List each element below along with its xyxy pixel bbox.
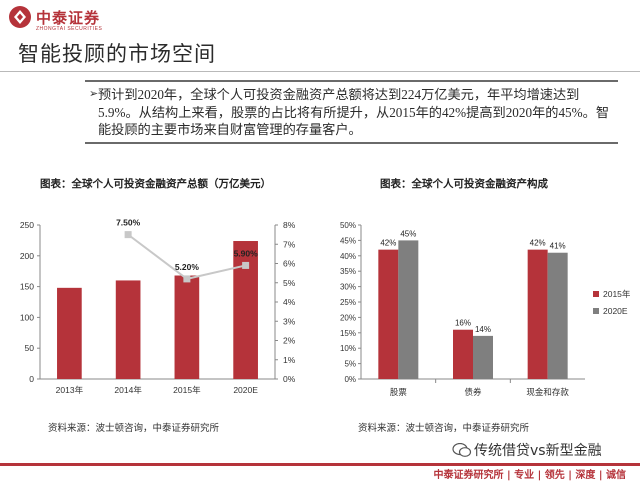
bar-value-label: 16% [455, 319, 471, 328]
bar-2015年-0 [378, 249, 399, 379]
y-tick-label: 0 [29, 374, 34, 384]
bar-2015年-2 [527, 249, 548, 379]
bar-3 [233, 241, 258, 379]
growth-label: 7.50% [116, 218, 141, 228]
y2-tick-label: 4% [283, 297, 296, 307]
bullet-arrow-icon: ➢ [89, 87, 99, 100]
y2-tick-label: 3% [283, 316, 296, 326]
y-tick-label: 40% [340, 252, 356, 261]
x-tick-label: 股票 [390, 387, 408, 397]
y-tick-label: 100 [20, 312, 34, 322]
growth-point-3 [242, 261, 250, 269]
logo-english-name: ZHONGTAI SECURITIES [36, 26, 103, 32]
asset-composition-chart: 0% 5% 10% 15% 20% 25% 30% 35% 40% 45% 50% 42% 45% 股票 1… [340, 221, 631, 397]
legend-label-0: 2015年 [603, 289, 631, 299]
y-tick-label: 10% [340, 344, 356, 353]
summary-box: ➢ 预计到2020年，全球个人可投资金融资产总额将达到224万亿美元，年平均增速… [85, 80, 618, 144]
growth-point-1 [124, 231, 132, 239]
bar-value-label: 42% [380, 239, 396, 248]
page-title: 智能投顾的市场空间 [18, 42, 216, 66]
x-tick-label: 2014年 [114, 385, 142, 395]
left-chart-source: 资料来源：波士顿咨询，中泰证券研究所 [48, 423, 220, 434]
growth-label: 5.90% [234, 248, 259, 258]
bar-2 [174, 275, 200, 379]
bar-2020E-1 [473, 335, 493, 379]
x-tick-label: 债券 [464, 387, 482, 397]
zhongtai-logo-icon [9, 6, 31, 28]
y-tick-label: 50% [340, 221, 356, 230]
y-tick-label: 200 [20, 251, 34, 261]
right-chart-title: 图表：全球个人可投资金融资产构成 [380, 178, 548, 190]
bar-2015年-1 [453, 329, 473, 379]
bar-value-label: 14% [475, 325, 491, 334]
growth-point-2 [183, 275, 191, 283]
watermark-text: 传统借贷vs新型金融 [474, 443, 602, 459]
footer-rule [0, 463, 640, 466]
y-tick-label: 15% [340, 329, 356, 338]
summary-text: 预计到2020年，全球个人可投资金融资产总额将达到224万亿美元，年平均增速达到… [98, 87, 610, 137]
y-tick-label: 250 [20, 220, 34, 230]
growth-label: 5.20% [175, 262, 200, 272]
x-tick-label: 现金和存款 [526, 387, 569, 397]
company-logo: 中泰证券 ZHONGTAI SECURITIES [8, 5, 128, 37]
y-tick-label: 5% [344, 360, 356, 369]
right-chart-source: 资料来源：波士顿咨询，中泰证券研究所 [358, 423, 530, 434]
y2-tick-label: 0% [283, 374, 296, 384]
x-tick-label: 2013年 [56, 385, 84, 395]
footer-tagline: 中泰证券研究所 | 专业 | 领先 | 深度 | 诚信 [433, 470, 626, 481]
bar-2020E-2 [547, 252, 568, 379]
y2-tick-label: 2% [283, 336, 296, 346]
y-tick-label: 35% [340, 267, 356, 276]
y-tick-label: 50 [25, 343, 35, 353]
y-tick-label: 20% [340, 313, 356, 322]
y2-tick-label: 1% [283, 355, 296, 365]
y-tick-label: 45% [340, 236, 356, 245]
bar-0 [57, 287, 82, 379]
logo-name: 中泰证券 [36, 9, 101, 27]
bar-2020E-0 [398, 240, 419, 379]
x-tick-label: 2020E [233, 385, 258, 395]
left-chart-title: 图表：全球个人可投资金融资产总额（万亿美元） [40, 178, 271, 190]
y-tick-label: 30% [340, 283, 356, 292]
legend-swatch-0 [593, 291, 599, 297]
wechat-icon [452, 443, 472, 457]
legend-swatch-1 [593, 308, 599, 314]
x-tick-label: 2015年 [173, 385, 201, 395]
y-tick-label: 0% [344, 375, 356, 384]
title-divider [0, 71, 640, 72]
bar-value-label: 45% [400, 229, 416, 238]
bar-value-label: 42% [530, 239, 546, 248]
y2-tick-label: 6% [283, 259, 296, 269]
total-assets-chart: 0 50 100 150 200 250 0% 1% 2% 3% 4% 5% 6% 7% 8% 2013年 20… [20, 218, 296, 395]
bar-1 [115, 280, 141, 379]
y2-tick-label: 7% [283, 239, 296, 249]
wechat-watermark: 传统借贷vs新型金融 [452, 440, 602, 460]
y2-tick-label: 5% [283, 278, 296, 288]
y-tick-label: 150 [20, 282, 34, 292]
y2-tick-label: 8% [283, 220, 296, 230]
y-tick-label: 25% [340, 298, 356, 307]
bar-value-label: 41% [550, 242, 566, 251]
growth-line [127, 233, 246, 280]
legend-label-1: 2020E [603, 306, 628, 316]
